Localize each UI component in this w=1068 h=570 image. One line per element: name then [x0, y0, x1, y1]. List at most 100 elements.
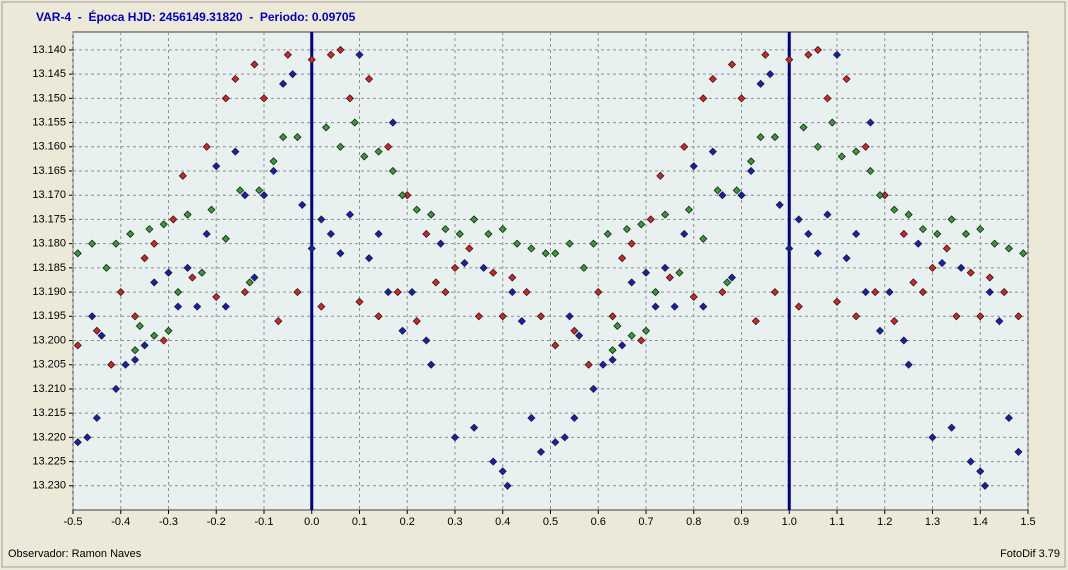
data-point [345, 210, 355, 219]
data-point [150, 278, 159, 287]
data-point [933, 229, 942, 239]
data-point [269, 157, 278, 166]
data-point [307, 244, 316, 253]
data-point [732, 186, 741, 195]
data-point [355, 50, 364, 59]
data-point [746, 166, 756, 176]
data-point [164, 326, 173, 335]
x-tick-label: 0.8 [686, 516, 701, 528]
data-point [670, 302, 679, 311]
data-point [450, 263, 460, 272]
data-point [551, 438, 560, 447]
data-point [947, 215, 956, 224]
data-point [140, 254, 149, 263]
plot-area [72, 31, 1029, 511]
data-point [928, 263, 937, 272]
x-tick-label: -0.5 [64, 516, 83, 528]
x-tick-label: 0.9 [734, 516, 749, 528]
data-point [976, 467, 985, 476]
data-point [279, 79, 288, 88]
data-point [140, 341, 149, 350]
data-point [976, 225, 985, 234]
data-point [885, 288, 894, 297]
y-tick-label: 13.195 [32, 310, 66, 322]
data-point [169, 215, 178, 224]
data-point [1004, 413, 1013, 423]
data-point [131, 346, 140, 355]
data-point [326, 229, 335, 239]
data-point [107, 360, 116, 369]
data-point [613, 321, 622, 331]
data-point [350, 118, 359, 127]
data-point [980, 481, 990, 490]
data-point [240, 191, 249, 200]
data-point [374, 312, 383, 321]
data-point [661, 263, 670, 272]
data-point [756, 79, 765, 88]
data-point [761, 50, 770, 59]
data-point [813, 45, 822, 54]
data-point [364, 74, 374, 84]
data-point [766, 70, 775, 79]
data-point [336, 142, 345, 151]
data-point [470, 423, 479, 432]
data-point [584, 360, 593, 369]
data-point [364, 254, 374, 263]
data-point [307, 55, 316, 64]
x-tick-label: 0.2 [400, 516, 415, 528]
data-point [1004, 244, 1013, 253]
data-point [221, 234, 230, 243]
data-point [957, 263, 966, 272]
data-point [665, 273, 674, 282]
x-tick-label: -0.4 [111, 516, 130, 528]
data-point [345, 94, 355, 103]
data-point [126, 229, 135, 239]
data-point [618, 341, 627, 350]
data-point [852, 229, 861, 239]
data-point [508, 273, 517, 282]
data-point [746, 157, 756, 166]
data-point [627, 331, 636, 340]
data-point [384, 288, 393, 297]
data-point [1014, 312, 1023, 321]
y-tick-label: 13.205 [32, 359, 66, 371]
data-point [427, 210, 436, 219]
data-point [723, 278, 732, 287]
x-tick-label: 0.1 [352, 516, 367, 528]
data-point [326, 50, 335, 59]
data-point [842, 254, 851, 263]
data-point [536, 447, 546, 456]
data-point [513, 239, 522, 248]
data-point [589, 239, 598, 248]
data-point [412, 317, 421, 326]
data-point [684, 205, 694, 214]
data-point [503, 481, 512, 490]
data-point [336, 249, 345, 258]
data-point [236, 186, 245, 195]
data-point [436, 239, 445, 248]
data-point [470, 215, 479, 224]
data-point [150, 239, 159, 248]
data-point [837, 152, 846, 161]
data-point [97, 331, 106, 340]
data-point [173, 288, 183, 297]
data-point [527, 413, 536, 423]
data-point [374, 147, 383, 156]
data-point [173, 302, 183, 311]
data-point [813, 142, 822, 151]
data-point [899, 229, 908, 239]
x-tick-label: 0.7 [638, 516, 653, 528]
data-point [255, 186, 264, 195]
data-point [794, 215, 803, 224]
data-point [995, 317, 1004, 326]
data-point [88, 312, 97, 321]
data-point [498, 312, 507, 321]
data-point [111, 239, 121, 248]
data-point [102, 263, 111, 272]
data-point [875, 191, 885, 200]
data-point [193, 302, 202, 311]
data-point [83, 433, 92, 442]
data-point [737, 191, 746, 200]
